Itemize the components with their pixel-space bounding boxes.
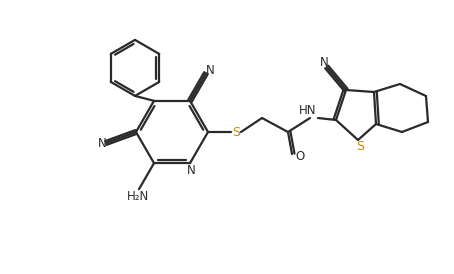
Text: N: N xyxy=(98,138,106,150)
Text: H₂N: H₂N xyxy=(127,190,149,203)
Text: HN: HN xyxy=(299,104,317,116)
Text: N: N xyxy=(187,164,195,177)
Text: O: O xyxy=(296,150,305,162)
Text: S: S xyxy=(232,125,240,138)
Text: N: N xyxy=(321,56,329,68)
Text: S: S xyxy=(356,141,364,153)
Text: N: N xyxy=(206,64,214,77)
